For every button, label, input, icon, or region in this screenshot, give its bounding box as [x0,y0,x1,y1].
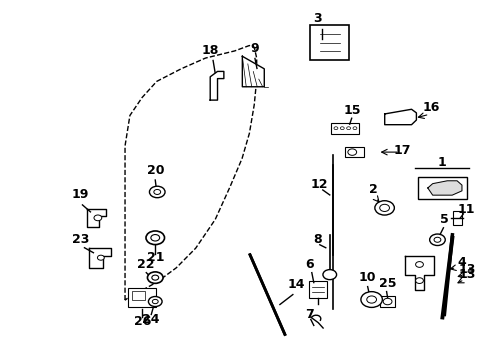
Text: 25: 25 [378,277,396,290]
Circle shape [333,127,337,130]
Circle shape [148,297,162,307]
Circle shape [379,204,388,211]
FancyBboxPatch shape [380,296,394,307]
Circle shape [360,292,382,307]
Text: 7: 7 [305,308,314,321]
Polygon shape [427,181,461,195]
Circle shape [152,300,158,304]
Text: 10: 10 [358,271,376,284]
Polygon shape [210,71,224,100]
Text: 8: 8 [313,233,322,246]
Circle shape [415,262,423,267]
Circle shape [97,255,104,260]
Circle shape [152,275,158,280]
Text: 21: 21 [146,251,163,264]
FancyBboxPatch shape [308,281,326,298]
Text: 13: 13 [458,268,475,281]
Polygon shape [404,256,433,289]
Text: 18: 18 [201,44,218,57]
Text: 1: 1 [437,156,446,168]
Text: 12: 12 [310,179,328,192]
Text: 24: 24 [141,313,159,326]
Text: 11: 11 [457,203,474,216]
Text: 23: 23 [72,233,89,246]
Circle shape [149,186,165,198]
Circle shape [433,237,440,242]
FancyBboxPatch shape [131,291,145,300]
Text: 2: 2 [368,184,377,197]
Polygon shape [384,109,416,125]
Polygon shape [88,248,110,268]
FancyBboxPatch shape [417,177,466,199]
Circle shape [374,201,393,215]
Circle shape [146,231,164,244]
Text: 9: 9 [250,42,259,55]
FancyBboxPatch shape [128,288,156,307]
Circle shape [383,298,391,305]
Text: 6: 6 [305,258,313,271]
Text: 3: 3 [313,12,322,25]
Circle shape [340,127,344,130]
Circle shape [346,127,350,130]
Polygon shape [242,56,264,87]
Circle shape [347,149,356,155]
Text: 17: 17 [393,144,410,157]
Text: 19: 19 [72,188,89,202]
FancyBboxPatch shape [452,211,461,225]
Circle shape [429,234,445,246]
Circle shape [322,270,336,280]
Circle shape [415,278,423,283]
FancyBboxPatch shape [309,24,348,60]
Text: 20: 20 [146,163,163,176]
Text: 16: 16 [422,101,439,114]
Circle shape [151,235,159,241]
Circle shape [352,127,356,130]
Polygon shape [86,209,106,227]
Circle shape [154,189,161,194]
Text: 4: 4 [456,256,465,269]
Text: 14: 14 [286,278,304,291]
Circle shape [366,296,376,303]
FancyBboxPatch shape [344,147,364,157]
Text: 13: 13 [458,263,475,276]
Text: 15: 15 [343,104,361,117]
Text: 26: 26 [133,315,151,328]
Text: 5: 5 [439,213,448,226]
Text: 22: 22 [136,258,154,271]
Circle shape [94,215,102,221]
Circle shape [147,272,163,283]
FancyBboxPatch shape [330,123,358,134]
